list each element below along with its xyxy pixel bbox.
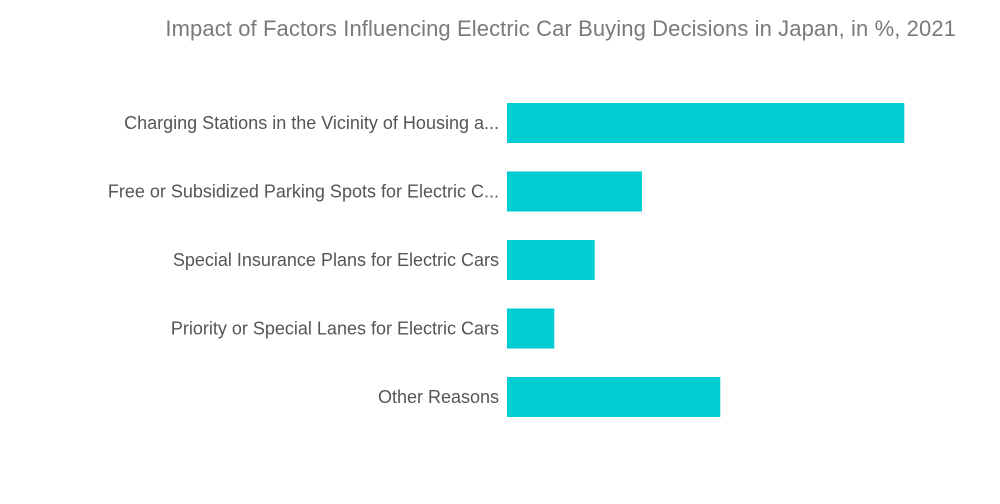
category-label: Charging Stations in the Vicinity of Hou… — [124, 113, 499, 133]
category-label: Free or Subsidized Parking Spots for Ele… — [108, 182, 499, 202]
bar — [507, 103, 905, 143]
bar — [507, 240, 595, 280]
category-label: Priority or Special Lanes for Electric C… — [171, 319, 499, 339]
bar — [507, 377, 721, 417]
category-label: Other Reasons — [378, 387, 499, 407]
chart-title: Impact of Factors Influencing Electric C… — [165, 16, 956, 41]
category-label: Special Insurance Plans for Electric Car… — [173, 250, 499, 270]
bar — [507, 308, 555, 349]
bar — [507, 171, 643, 212]
